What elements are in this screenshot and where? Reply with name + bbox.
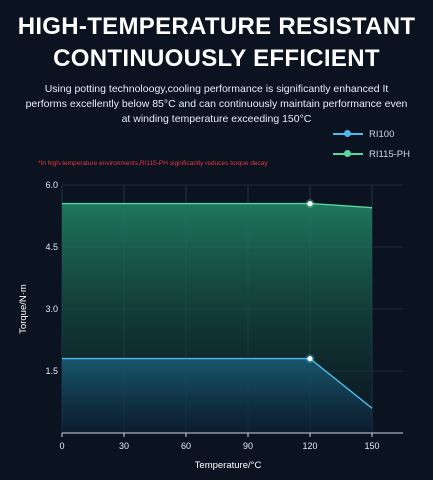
title-line-1: HIGH-TEMPERATURE RESISTANT xyxy=(17,13,416,40)
x-tick-label-0: 0 xyxy=(59,441,64,451)
area-ri115-ph xyxy=(62,203,372,433)
x-tick-label-60: 60 xyxy=(181,441,191,451)
legend-label-ri100: RI100 xyxy=(369,128,395,140)
legend-item-ri115-ph: RI115-PH xyxy=(333,148,410,160)
series-markers xyxy=(305,199,315,364)
legend-swatch-ri115-ph xyxy=(333,148,363,160)
marker-ri100 xyxy=(307,356,313,362)
line-ri115-ph xyxy=(62,202,373,209)
legend-swatch-ri100 xyxy=(333,128,363,140)
x-tick-label-150: 150 xyxy=(364,441,379,451)
legend-item-ri100: RI100 xyxy=(333,128,394,140)
x-tick-label-120: 120 xyxy=(302,441,317,451)
y-tick-label-6: 6.0 xyxy=(45,180,58,190)
series-areas xyxy=(62,203,372,433)
y-tick-label-3: 3.0 xyxy=(45,304,58,314)
y-axis-label: Torque/N·m xyxy=(18,284,29,334)
x-axis-label: Temperature/°C xyxy=(195,460,262,471)
footnote-text: *In high-temperature environments,RI115-… xyxy=(38,160,268,167)
x-tick-label-90: 90 xyxy=(243,441,253,451)
y-tick-label-1.5: 1.5 xyxy=(45,366,58,376)
description-text: Using potting technoloogy,cooling perfor… xyxy=(25,83,408,125)
legend-label-ri115-ph: RI115-PH xyxy=(369,148,411,160)
axes: 0 30 60 90 120 150 1.5 3.0 4.5 6.0 xyxy=(45,180,403,451)
y-tick-label-4.5: 4.5 xyxy=(45,242,58,252)
x-tick-label-30: 30 xyxy=(119,441,129,451)
title-line-2: CONTINUOUSLY EFFICIENT xyxy=(53,45,380,72)
marker-ri115-ph xyxy=(307,201,313,207)
